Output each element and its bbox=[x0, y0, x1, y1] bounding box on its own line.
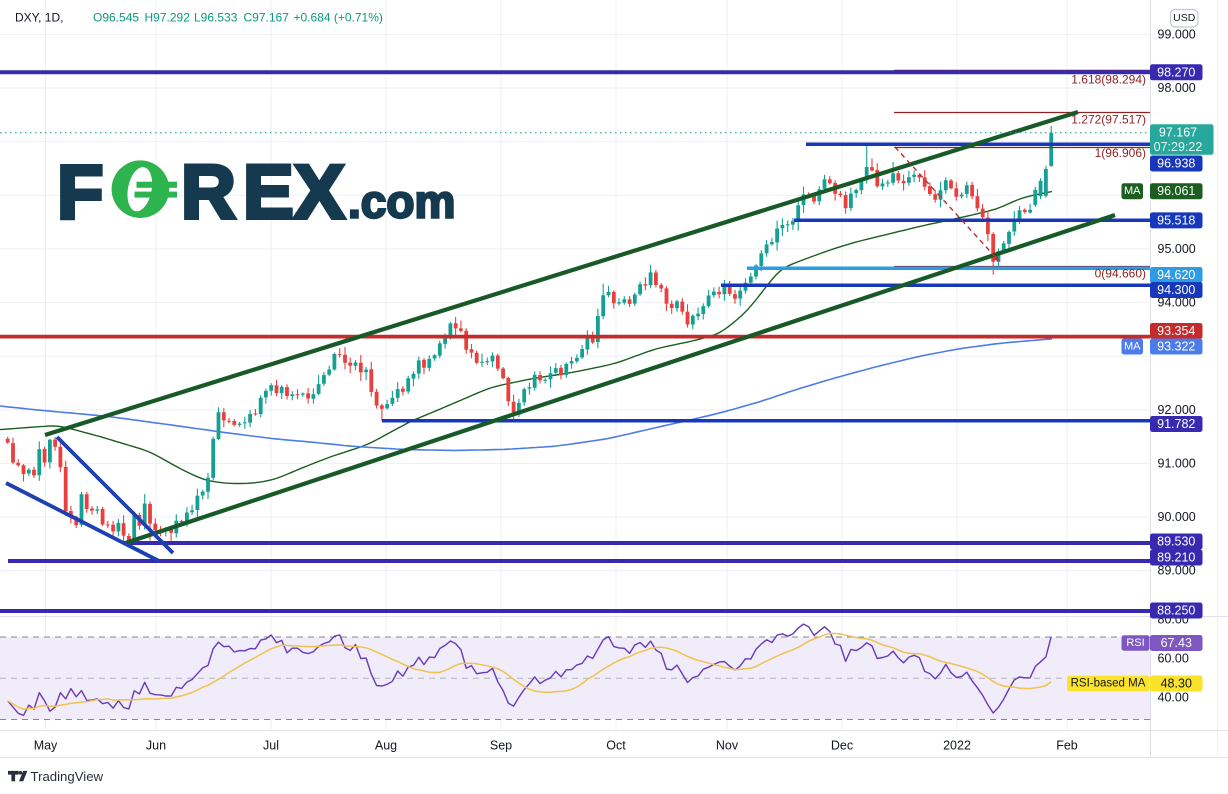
svg-text:93.354: 93.354 bbox=[1157, 324, 1195, 338]
svg-text:TradingView: TradingView bbox=[31, 769, 104, 784]
svg-text:RSI: RSI bbox=[1126, 637, 1144, 649]
svg-text:07:29:22: 07:29:22 bbox=[1154, 140, 1203, 154]
svg-text:DXY, 1D,: DXY, 1D, bbox=[15, 10, 63, 24]
svg-text:1(96.906): 1(96.906) bbox=[1095, 146, 1146, 160]
svg-text:Oct: Oct bbox=[606, 739, 626, 753]
svg-text:C97.167: C97.167 bbox=[244, 10, 290, 24]
svg-text:89.530: 89.530 bbox=[1157, 535, 1195, 549]
svg-text:L96.533: L96.533 bbox=[194, 10, 238, 24]
svg-text:93.322: 93.322 bbox=[1157, 340, 1195, 354]
svg-text:99.000: 99.000 bbox=[1158, 27, 1196, 41]
svg-text:H97.292: H97.292 bbox=[145, 10, 191, 24]
svg-text:94.000: 94.000 bbox=[1158, 296, 1196, 310]
svg-text:96.061: 96.061 bbox=[1157, 184, 1195, 198]
svg-text:MA: MA bbox=[1124, 185, 1141, 197]
svg-text:48.30: 48.30 bbox=[1161, 677, 1192, 691]
svg-text:94.300: 94.300 bbox=[1157, 283, 1195, 297]
svg-text:.com: .com bbox=[348, 176, 455, 228]
svg-text:May: May bbox=[34, 739, 58, 753]
svg-text:40.00: 40.00 bbox=[1158, 691, 1189, 705]
svg-text:2022: 2022 bbox=[943, 739, 971, 753]
svg-text:91.782: 91.782 bbox=[1157, 417, 1195, 431]
svg-text:MA: MA bbox=[1124, 341, 1141, 353]
svg-text:E: E bbox=[243, 150, 294, 235]
svg-text:90.000: 90.000 bbox=[1158, 510, 1196, 524]
svg-text:RSI-based MA: RSI-based MA bbox=[1071, 678, 1146, 690]
svg-text:1.618(98.294): 1.618(98.294) bbox=[1071, 72, 1146, 86]
svg-text:R: R bbox=[181, 150, 236, 235]
svg-text:95.000: 95.000 bbox=[1158, 242, 1196, 256]
svg-text:67.43: 67.43 bbox=[1161, 636, 1192, 650]
svg-text:Aug: Aug bbox=[375, 739, 397, 753]
svg-text:USD: USD bbox=[1173, 12, 1196, 24]
svg-text:+0.684 (+0.71%): +0.684 (+0.71%) bbox=[294, 10, 383, 24]
svg-text:60.00: 60.00 bbox=[1158, 652, 1189, 666]
svg-text:O96.545: O96.545 bbox=[93, 10, 139, 24]
svg-text:89.000: 89.000 bbox=[1158, 564, 1196, 578]
svg-text:Jul: Jul bbox=[263, 739, 279, 753]
svg-text:91.000: 91.000 bbox=[1158, 456, 1196, 470]
svg-text:98.000: 98.000 bbox=[1158, 81, 1196, 95]
svg-text:89.210: 89.210 bbox=[1157, 551, 1195, 565]
svg-text:Jun: Jun bbox=[146, 739, 166, 753]
svg-text:1.272(97.517): 1.272(97.517) bbox=[1071, 113, 1146, 127]
svg-text:Sep: Sep bbox=[490, 739, 512, 753]
svg-text:88.250: 88.250 bbox=[1157, 604, 1195, 618]
svg-text:98.270: 98.270 bbox=[1157, 65, 1195, 79]
svg-text:94.620: 94.620 bbox=[1157, 268, 1195, 282]
svg-text:F: F bbox=[57, 150, 103, 235]
svg-text:96.938: 96.938 bbox=[1157, 157, 1195, 171]
svg-text:97.167: 97.167 bbox=[1159, 126, 1197, 140]
svg-text:Nov: Nov bbox=[716, 739, 739, 753]
svg-text:Dec: Dec bbox=[831, 739, 853, 753]
svg-text:Feb: Feb bbox=[1056, 739, 1078, 753]
svg-text:X: X bbox=[294, 150, 345, 235]
svg-text:92.000: 92.000 bbox=[1158, 403, 1196, 417]
svg-text:95.518: 95.518 bbox=[1157, 213, 1195, 227]
svg-text:0(94.660): 0(94.660) bbox=[1095, 267, 1146, 281]
